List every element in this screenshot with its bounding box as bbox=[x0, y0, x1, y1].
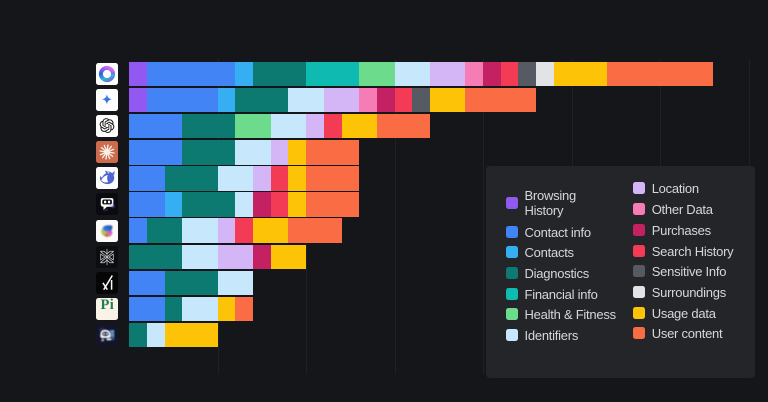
svg-text:Pi: Pi bbox=[100, 298, 114, 313]
